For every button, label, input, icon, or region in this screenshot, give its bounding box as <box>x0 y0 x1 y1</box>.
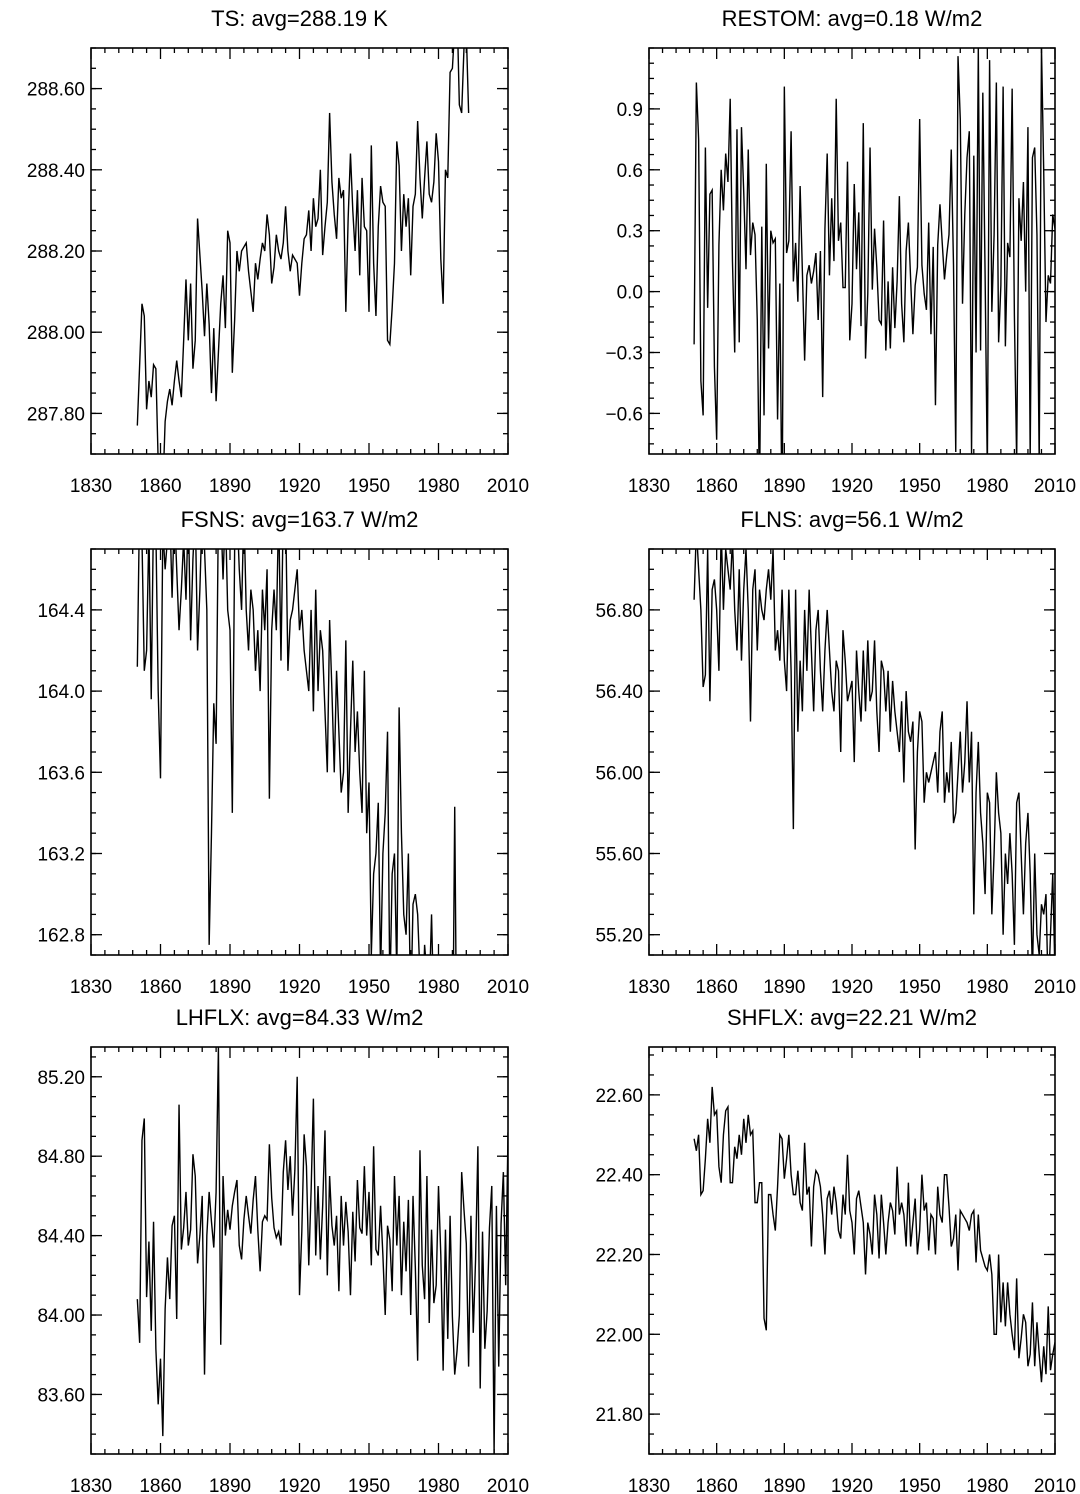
x-tick-label: 1950 <box>899 1476 941 1494</box>
x-tick-label: 2010 <box>1034 977 1076 998</box>
plot-frame <box>648 548 1056 956</box>
y-tick-label: 288.60 <box>27 80 85 101</box>
x-tick-label: 2010 <box>1034 1476 1076 1494</box>
x-tick-label: 1830 <box>628 476 670 497</box>
x-tick-label: 1920 <box>278 476 320 497</box>
x-tick-label: 1830 <box>70 476 112 497</box>
y-tick-label: 85.20 <box>37 1068 85 1089</box>
plot-frame <box>90 548 509 956</box>
chart-title: FSNS: avg=163.7 W/m2 <box>181 507 419 532</box>
chart-panel-5: SHFLX: avg=22.21 W/m2 1830 1860 1890 1920 195… <box>595 1005 1076 1494</box>
y-tick-label: 163.6 <box>37 763 85 784</box>
x-tick-label: 1920 <box>831 1476 873 1494</box>
y-tick-label: 288.40 <box>27 161 85 182</box>
chart-title: LHFLX: avg=84.33 W/m2 <box>176 1005 424 1030</box>
series-line <box>693 549 1055 955</box>
x-tick-label: 1950 <box>348 476 390 497</box>
chart-title: RESTOM: avg=0.18 W/m2 <box>722 6 983 31</box>
chart-title: FLNS: avg=56.1 W/m2 <box>740 507 963 532</box>
x-tick-label: 1980 <box>966 1476 1008 1494</box>
x-tick-label: 1830 <box>70 1476 112 1494</box>
series-line <box>693 1086 1055 1383</box>
x-tick-label: 1980 <box>966 977 1008 998</box>
y-tick-label: 164.4 <box>37 601 85 622</box>
x-tick-label: 1860 <box>139 476 181 497</box>
y-tick-label: 21.80 <box>595 1405 643 1426</box>
x-tick-label: 1860 <box>696 1476 738 1494</box>
chart-panel-3: FLNS: avg=56.1 W/m2 1830 1860 1890 1920 1950 1… <box>595 507 1076 998</box>
x-tick-label: 2010 <box>487 977 529 998</box>
plot-frame <box>648 1046 1056 1455</box>
x-tick-label: 1890 <box>763 476 805 497</box>
y-tick-label: 0.9 <box>617 100 643 121</box>
series-line <box>136 1047 508 1454</box>
y-tick-label: 0.3 <box>617 222 643 243</box>
x-tick-label: 1950 <box>348 977 390 998</box>
x-tick-label: 1920 <box>278 977 320 998</box>
x-tick-label: 1950 <box>348 1476 390 1494</box>
x-tick-label: 1830 <box>628 1476 670 1494</box>
x-tick-label: 2010 <box>1034 476 1076 497</box>
y-tick-label: 22.60 <box>595 1086 643 1107</box>
chart-panel-1: RESTOM: avg=0.18 W/m2 1830 1860 1890 1920 195… <box>605 6 1076 497</box>
y-tick-label: 55.60 <box>595 845 643 866</box>
x-tick-label: 1860 <box>139 1476 181 1494</box>
x-tick-label: 1890 <box>209 977 251 998</box>
chart-title: TS: avg=288.19 K <box>211 6 388 31</box>
x-tick-label: 1980 <box>417 977 459 998</box>
y-tick-label: 288.00 <box>27 323 85 344</box>
x-tick-label: 1890 <box>763 977 805 998</box>
y-tick-label: 56.80 <box>595 601 643 622</box>
y-tick-label: 163.2 <box>37 845 85 866</box>
y-tick-label: 22.20 <box>595 1245 643 1266</box>
x-tick-label: 1860 <box>139 977 181 998</box>
x-tick-label: 1980 <box>417 476 459 497</box>
y-tick-label: 84.80 <box>37 1147 85 1168</box>
y-tick-label: 0.0 <box>617 283 643 304</box>
x-tick-label: 1830 <box>70 977 112 998</box>
x-tick-label: 1890 <box>763 1476 805 1494</box>
x-tick-label: 1920 <box>831 977 873 998</box>
y-tick-label: 83.60 <box>37 1385 85 1406</box>
chart-title: SHFLX: avg=22.21 W/m2 <box>727 1005 977 1030</box>
y-tick-label: 84.00 <box>37 1306 85 1327</box>
y-tick-label: 84.40 <box>37 1227 85 1248</box>
x-tick-label: 1920 <box>831 476 873 497</box>
chart-panel-0: TS: avg=288.19 K 1830 1860 1890 1920 1950 1980… <box>27 6 529 497</box>
x-tick-label: 1950 <box>899 977 941 998</box>
plot-frame <box>648 47 1056 455</box>
x-tick-label: 2010 <box>487 1476 529 1494</box>
y-tick-label: −0.6 <box>605 404 643 425</box>
x-tick-label: 1920 <box>278 1476 320 1494</box>
x-tick-label: 1830 <box>628 977 670 998</box>
series-line <box>136 549 457 955</box>
y-tick-label: 22.40 <box>595 1166 643 1187</box>
x-tick-label: 1860 <box>696 476 738 497</box>
series-line <box>693 48 1055 454</box>
y-tick-label: 0.6 <box>617 161 643 182</box>
plot-frame <box>90 1046 509 1455</box>
chart-panel-4: LHFLX: avg=84.33 W/m2 1830 1860 1890 1920 195… <box>37 1005 529 1494</box>
y-tick-label: 164.0 <box>37 682 85 703</box>
y-tick-label: −0.3 <box>605 344 643 365</box>
y-tick-label: 287.80 <box>27 404 85 425</box>
x-tick-label: 1980 <box>966 476 1008 497</box>
x-tick-label: 1950 <box>899 476 941 497</box>
y-tick-label: 56.00 <box>595 763 643 784</box>
series-line <box>136 48 470 454</box>
x-tick-label: 1890 <box>209 476 251 497</box>
x-tick-label: 2010 <box>487 476 529 497</box>
chart-panel-2: FSNS: avg=163.7 W/m2 1830 1860 1890 1920 1950… <box>37 507 529 998</box>
y-tick-label: 55.20 <box>595 926 643 947</box>
x-tick-label: 1980 <box>417 1476 459 1494</box>
y-tick-label: 22.00 <box>595 1325 643 1346</box>
y-tick-label: 56.40 <box>595 682 643 703</box>
x-tick-label: 1890 <box>209 1476 251 1494</box>
plot-frame <box>90 47 509 455</box>
y-tick-label: 288.20 <box>27 242 85 263</box>
x-tick-label: 1860 <box>696 977 738 998</box>
y-tick-label: 162.8 <box>37 926 85 947</box>
